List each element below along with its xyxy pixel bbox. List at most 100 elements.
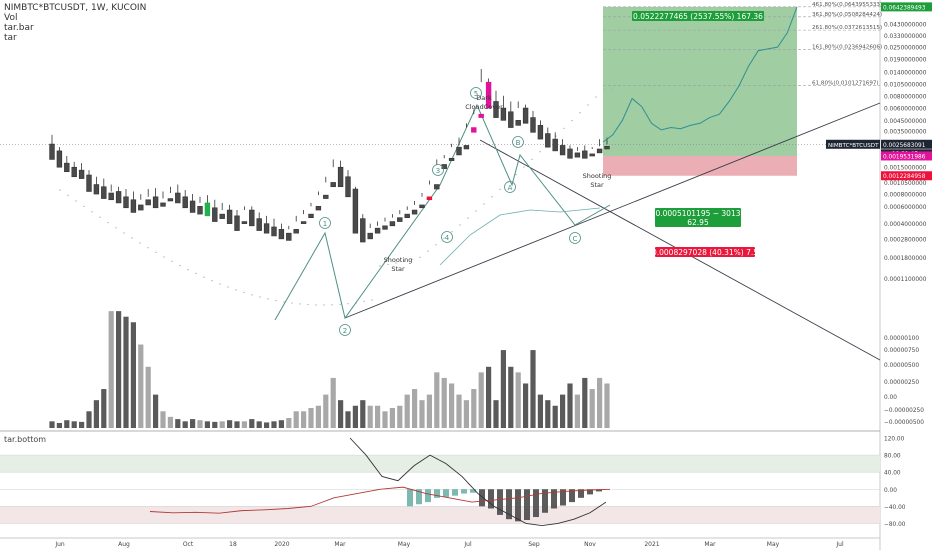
candle (411, 209, 418, 215)
wave-label-circle (569, 232, 581, 244)
fib-level-label: 61.80%(0.0101271697) (812, 81, 879, 87)
time-tick-label: Nov (584, 541, 596, 548)
wave-label-circle (339, 324, 351, 336)
volume-bar (486, 366, 492, 428)
candle (130, 199, 137, 213)
wave-label: C (573, 235, 578, 243)
candle (404, 213, 410, 218)
volume-bar (286, 417, 292, 428)
candle (300, 221, 307, 224)
volume-tick-label: 0.00 (884, 395, 897, 401)
candle (241, 221, 248, 224)
sar-dot (243, 291, 245, 294)
target-label: 0.0522277465 (2537.55%) 167.36 (633, 12, 763, 21)
price-tick-label: 0.0190000000 (884, 57, 927, 63)
candle (78, 169, 85, 179)
legend-vol[interactable]: Vol (4, 13, 18, 23)
volume-bar (116, 311, 122, 428)
candle (278, 229, 285, 240)
price-tick-label: 0.0002800000 (884, 237, 927, 243)
wave-label: 3 (436, 167, 440, 175)
osc-histogram-bar (434, 489, 440, 498)
sar-dot (603, 89, 605, 91)
sar-dot (219, 283, 221, 285)
osc-tick-label: 0.00 (884, 488, 897, 494)
volume-bar (330, 377, 336, 428)
sar-dot (523, 166, 525, 168)
candle (49, 143, 55, 160)
sar-dot (411, 258, 413, 261)
volume-bar (219, 421, 225, 428)
subpane-title[interactable]: tar.bottom (4, 435, 47, 444)
volume-bar (153, 394, 159, 428)
volume-bar (93, 400, 99, 428)
sar-dot (139, 242, 141, 244)
volume-bar (56, 422, 62, 428)
osc-histogram-bar (542, 489, 548, 513)
volume-bar (597, 377, 603, 428)
price-tag (881, 151, 932, 161)
candle (108, 192, 114, 201)
candle (256, 218, 262, 231)
volume-bar (301, 411, 307, 428)
sar-dot (275, 299, 277, 302)
volume-bar (130, 322, 136, 428)
volume-bar (545, 400, 551, 428)
sar-dot (235, 289, 237, 291)
volume-bar (508, 366, 514, 428)
pattern-label: Shooting Star (583, 172, 612, 189)
candle (101, 186, 107, 199)
candle (545, 133, 551, 148)
candle (463, 145, 470, 150)
price-tag-value: 0.0025683091 (883, 143, 926, 149)
price-tick-label: 0.0045000000 (884, 119, 927, 125)
sar-dot (99, 216, 101, 218)
candle (574, 152, 581, 158)
volume-bar (264, 422, 270, 428)
osc-histogram-bar (443, 489, 449, 497)
sar-dot (59, 189, 61, 191)
sar-dot (211, 279, 213, 282)
candle (596, 148, 603, 154)
candle (323, 194, 329, 199)
candle (367, 232, 373, 240)
osc-tick-label: −40.00 (884, 505, 906, 511)
chart-legend: NIMBTC*BTCUSDT, 1W, KUCOIN Vol tar.bar t… (4, 3, 146, 43)
time-tick-label: Sep (528, 541, 540, 548)
volume-bar (434, 372, 440, 428)
legend-tar[interactable]: tar (4, 33, 17, 43)
volume-bar (382, 411, 388, 428)
volume-bar (293, 411, 299, 428)
candle (530, 117, 536, 133)
candle (234, 215, 240, 231)
volume-bar (234, 421, 240, 428)
time-tick-label: Mar (704, 541, 716, 548)
sar-dot (75, 200, 77, 202)
candle (382, 225, 388, 230)
candle (219, 213, 225, 219)
candle (263, 223, 270, 234)
price-tick-label: 0.0330000000 (884, 34, 927, 40)
volume-tick-label: 0.00000100 (884, 336, 919, 342)
volume-bar (227, 420, 233, 428)
price-tick-label: 0.0001800000 (884, 256, 927, 262)
oversold-band (0, 506, 880, 524)
sar-dot (483, 203, 485, 205)
volume-bar (567, 383, 573, 428)
candle (337, 166, 344, 188)
sar-dot (107, 221, 109, 224)
volume-bar (352, 405, 358, 428)
symbol-tag-label: NIMBTC*BTCUSDT (828, 143, 879, 149)
volume-bar (249, 419, 255, 428)
symbol-title: NIMBTC*BTCUSDT, 1W, KUCOIN (4, 3, 147, 13)
sar-dot (387, 263, 389, 266)
sar-dot (83, 205, 85, 208)
candle (271, 226, 277, 237)
osc-histogram-bar (497, 489, 503, 515)
volume-bar (604, 383, 610, 428)
osc-histogram-bar (416, 489, 422, 505)
time-tick-label: Jul (835, 541, 844, 548)
volume-tick-label: 0.00000250 (884, 380, 919, 386)
legend-tar-bar[interactable]: tar.bar (4, 23, 34, 33)
